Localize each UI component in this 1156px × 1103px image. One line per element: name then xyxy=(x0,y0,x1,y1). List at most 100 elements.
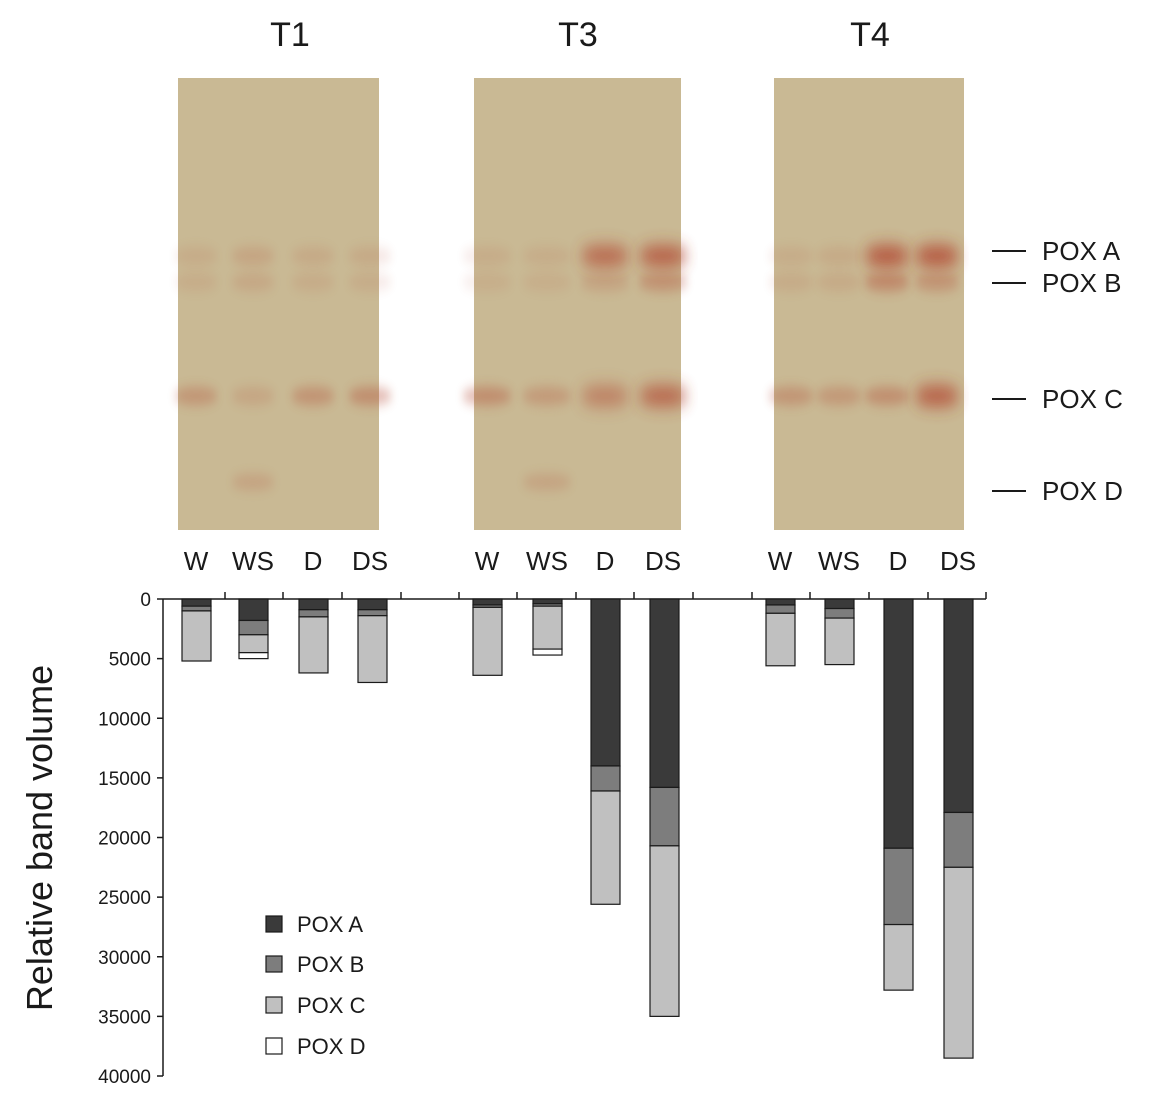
lane-label-t3-w: W xyxy=(475,546,500,576)
bar-t1-ws-pox-a xyxy=(238,598,269,622)
gel-band-pox-a xyxy=(768,247,814,265)
gel-band-pox-b xyxy=(816,273,862,291)
bar-t4-ws-pox-b xyxy=(824,607,855,619)
gel-band-pox-a xyxy=(462,247,512,265)
legend-swatch-pox-d xyxy=(265,1037,283,1055)
bar-t3-d-pox-a xyxy=(590,598,621,767)
gel-band-pox-b xyxy=(768,273,814,291)
y-tick-label: 30000 xyxy=(98,948,151,969)
gel-band-pox-c xyxy=(231,387,275,405)
lane-labels: W WS D DS W WS D DS W WS D DS xyxy=(184,546,976,576)
bar-t3-d-pox-c xyxy=(590,790,621,905)
gel-band-pox-c xyxy=(914,387,960,405)
gel-band-pox-b xyxy=(291,273,335,291)
y-tick-label: 25000 xyxy=(98,888,151,909)
y-tick-label: 35000 xyxy=(98,1007,151,1028)
band-label-pox-b: POX B xyxy=(1042,268,1121,298)
legend-swatch-pox-b xyxy=(265,955,283,973)
y-tick-label: 10000 xyxy=(98,709,151,730)
gel-band-pox-d xyxy=(522,474,572,490)
legend-label-pox-b: POX B xyxy=(297,952,364,977)
gel-band-pox-a xyxy=(291,247,335,265)
bar-t3-d-pox-b xyxy=(590,765,621,792)
gel-band-pox-b xyxy=(914,273,960,291)
gel-band-pox-c xyxy=(348,387,392,405)
gel-band-pox-a xyxy=(174,247,218,265)
bar-t4-w-pox-b xyxy=(765,604,796,614)
bars xyxy=(181,598,974,1059)
bar-t3-w-pox-c xyxy=(472,606,503,676)
gel-band-pox-c xyxy=(768,387,814,405)
bar-t3-ds-pox-a xyxy=(649,598,680,789)
y-tick-label: 40000 xyxy=(98,1067,151,1088)
bar-t3-ds-pox-c xyxy=(649,845,680,1017)
bar-t1-d-pox-c xyxy=(298,616,329,674)
bar-t4-d-pox-b xyxy=(883,847,914,926)
bar-t4-w-pox-c xyxy=(765,612,796,667)
gel-band-pox-c xyxy=(462,387,512,405)
gel-band-pox-b xyxy=(231,273,275,291)
bar-t1-ws-pox-c xyxy=(238,634,269,654)
legend-label-pox-d: POX D xyxy=(297,1034,365,1059)
bar-t4-ds-pox-a xyxy=(943,598,974,814)
lane-label-t3-ws: WS xyxy=(526,546,568,576)
gel-band-pox-c xyxy=(174,387,218,405)
gel-band-pox-d xyxy=(231,474,275,490)
bar-t4-d-pox-a xyxy=(883,598,914,849)
bar-t1-w-pox-a xyxy=(181,598,212,607)
gel-band-pox-a xyxy=(580,247,630,265)
legend-label-pox-a: POX A xyxy=(297,912,363,937)
gel-band-pox-b xyxy=(348,273,392,291)
lane-label-t1-w: W xyxy=(184,546,209,576)
bar-t3-ws-pox-a xyxy=(532,598,563,605)
gel-band-pox-b xyxy=(638,273,688,291)
bar-t1-ws-pox-d xyxy=(238,652,269,660)
bar-t4-w-pox-a xyxy=(765,598,796,606)
bar-t3-w-pox-a xyxy=(472,598,503,606)
gel-band-pox-c xyxy=(522,387,572,405)
y-axis: 0 5000 10000 15000 20000 25000 30000 35000 40000 xyxy=(98,590,164,1088)
bar-t4-ds-pox-c xyxy=(943,866,974,1059)
bar-t3-ws-pox-c xyxy=(532,605,563,650)
gel-image-t3 xyxy=(462,78,688,530)
legend-swatch-pox-a xyxy=(265,915,283,933)
band-label-pox-d: POX D xyxy=(1042,476,1123,506)
lane-label-t1-d: D xyxy=(304,546,323,576)
lane-label-t3-ds: DS xyxy=(645,546,681,576)
gel-band-pox-c xyxy=(816,387,862,405)
gel-image-t4 xyxy=(768,78,964,530)
bar-t1-ds-pox-a xyxy=(357,598,388,611)
gel-image-t1 xyxy=(174,78,392,530)
bar-chart: Relative band volume 0 5000 10000 15000 2000… xyxy=(19,590,987,1088)
gel-band-pox-b xyxy=(864,273,910,291)
y-tick-label: 15000 xyxy=(98,769,151,790)
bar-t4-ws-pox-c xyxy=(824,617,855,666)
gel-band-pox-a xyxy=(231,247,275,265)
band-label-pox-c: POX C xyxy=(1042,384,1123,414)
lane-label-t4-d: D xyxy=(889,546,908,576)
bar-t1-ds-pox-c xyxy=(357,615,388,684)
gel-band-pox-a xyxy=(914,247,960,265)
y-tick-label: 5000 xyxy=(109,650,151,671)
lane-label-t1-ds: DS xyxy=(352,546,388,576)
gel-band-pox-c xyxy=(580,387,630,405)
lane-label-t4-ds: DS xyxy=(940,546,976,576)
band-label-pox-a: POX A xyxy=(1042,236,1121,266)
bar-t4-d-pox-c xyxy=(883,923,914,991)
gel-band-pox-c xyxy=(864,387,910,405)
bar-t1-ds-pox-b xyxy=(357,609,388,617)
lane-label-t4-ws: WS xyxy=(818,546,860,576)
x-axis xyxy=(163,592,987,600)
y-tick-label: 0 xyxy=(140,590,151,611)
bar-t3-ds-pox-b xyxy=(649,786,680,847)
bar-t1-w-pox-b xyxy=(181,605,212,612)
bar-t1-d-pox-b xyxy=(298,609,329,618)
gel-band-pox-a xyxy=(522,247,572,265)
gel-band-pox-b xyxy=(580,273,630,291)
gel-band-pox-a xyxy=(816,247,862,265)
bar-t4-ws-pox-a xyxy=(824,598,855,610)
lane-label-t3-d: D xyxy=(596,546,615,576)
lane-label-t1-ws: WS xyxy=(232,546,274,576)
y-tick-label: 20000 xyxy=(98,829,151,850)
